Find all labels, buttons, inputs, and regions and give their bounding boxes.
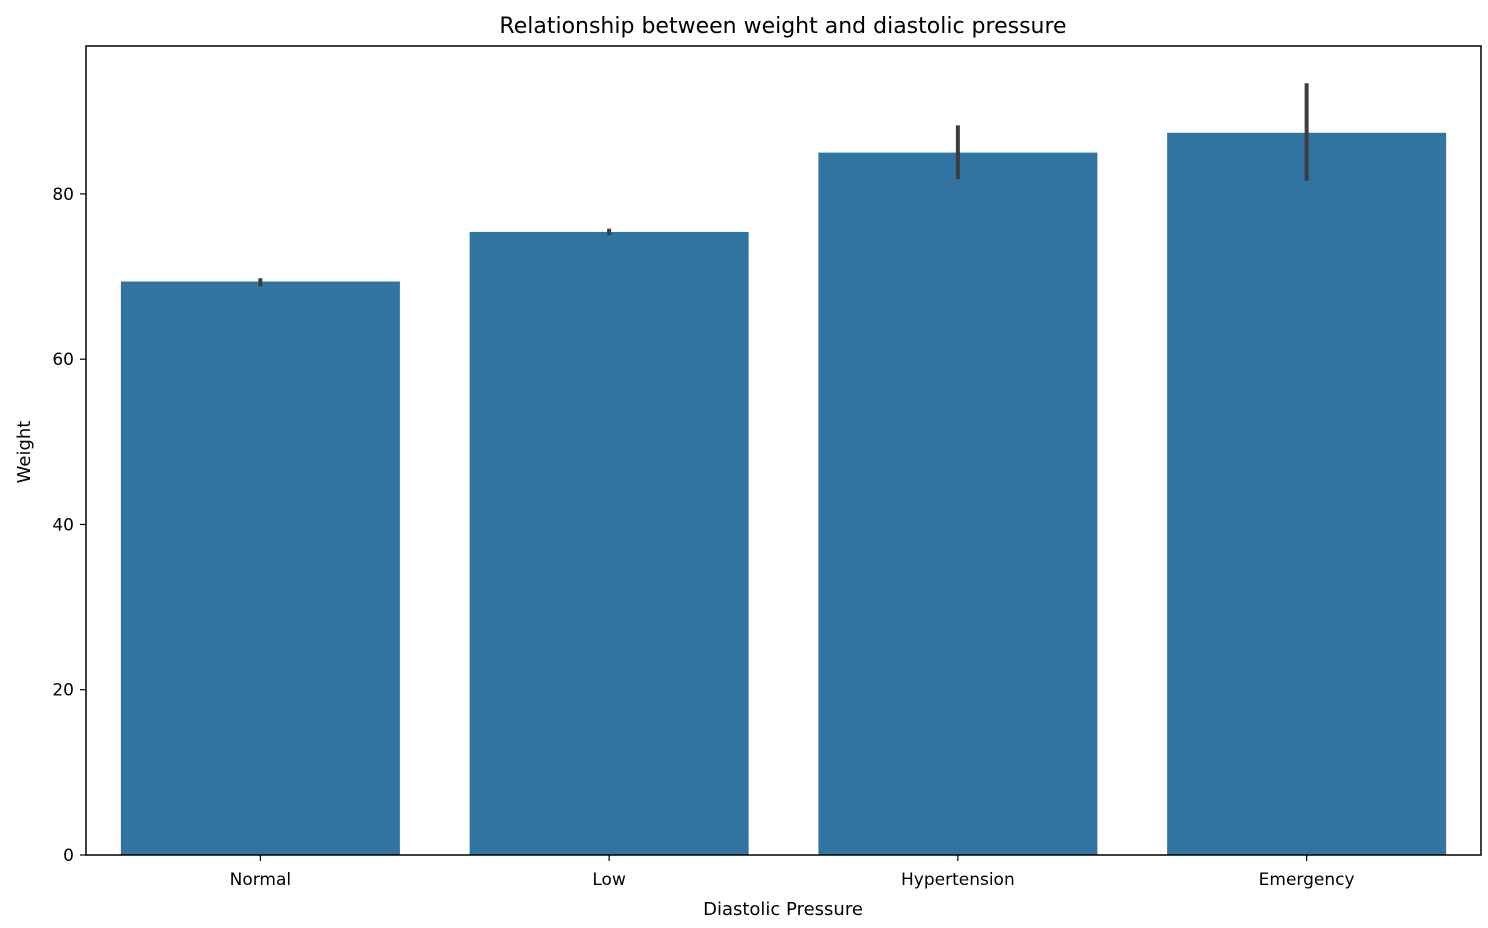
y-tick-label: 60	[52, 350, 74, 370]
y-axis-ticks: 0 20 40 60 80	[52, 185, 86, 866]
chart-title: Relationship between weight and diastoli…	[499, 14, 1066, 39]
x-tick-label: Normal	[230, 870, 292, 890]
bar-normal	[120, 281, 400, 855]
bars-layer	[120, 132, 1447, 856]
x-tick-label: Low	[592, 870, 626, 890]
error-bars-layer	[258, 83, 1309, 287]
y-axis-label: Weight	[14, 421, 35, 484]
bar-emergency	[1167, 132, 1447, 855]
plot-frame	[85, 45, 1482, 856]
x-tick-label: Emergency	[1259, 870, 1355, 890]
bar-low	[469, 231, 749, 855]
y-tick-label: 80	[52, 185, 74, 205]
bar-hypertension	[818, 152, 1098, 856]
y-tick-label: 0	[63, 846, 74, 866]
x-axis-label: Diastolic Pressure	[703, 899, 863, 920]
x-tick-label: Hypertension	[901, 870, 1015, 890]
x-axis-ticks: Normal Low Hypertension Emergency	[230, 855, 1355, 890]
y-tick-label: 40	[52, 515, 74, 535]
y-tick-label: 20	[52, 681, 74, 701]
